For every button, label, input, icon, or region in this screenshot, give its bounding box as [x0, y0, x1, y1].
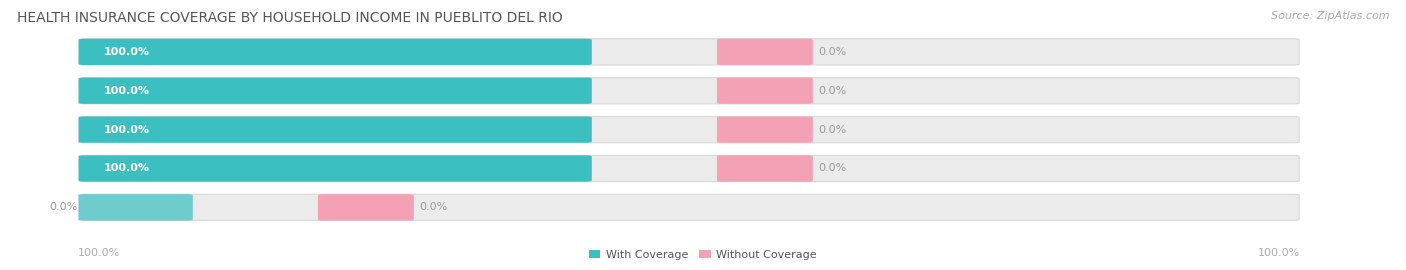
Text: HEALTH INSURANCE COVERAGE BY HOUSEHOLD INCOME IN PUEBLITO DEL RIO: HEALTH INSURANCE COVERAGE BY HOUSEHOLD I… — [17, 11, 562, 25]
Legend: With Coverage, Without Coverage: With Coverage, Without Coverage — [585, 245, 821, 264]
Text: 0.0%: 0.0% — [49, 202, 77, 212]
Text: Source: ZipAtlas.com: Source: ZipAtlas.com — [1271, 11, 1389, 21]
Text: 100.0%: 100.0% — [104, 47, 150, 57]
Text: 100.0%: 100.0% — [1258, 248, 1301, 258]
Text: 0.0%: 0.0% — [419, 202, 447, 212]
Text: 0.0%: 0.0% — [818, 163, 846, 174]
Text: 0.0%: 0.0% — [818, 47, 846, 57]
Text: 100.0%: 100.0% — [104, 86, 150, 96]
Text: 100.0%: 100.0% — [104, 124, 150, 135]
Text: 100.0%: 100.0% — [104, 163, 150, 174]
Text: 0.0%: 0.0% — [818, 86, 846, 96]
Text: 100.0%: 100.0% — [77, 248, 120, 258]
Text: 0.0%: 0.0% — [818, 124, 846, 135]
